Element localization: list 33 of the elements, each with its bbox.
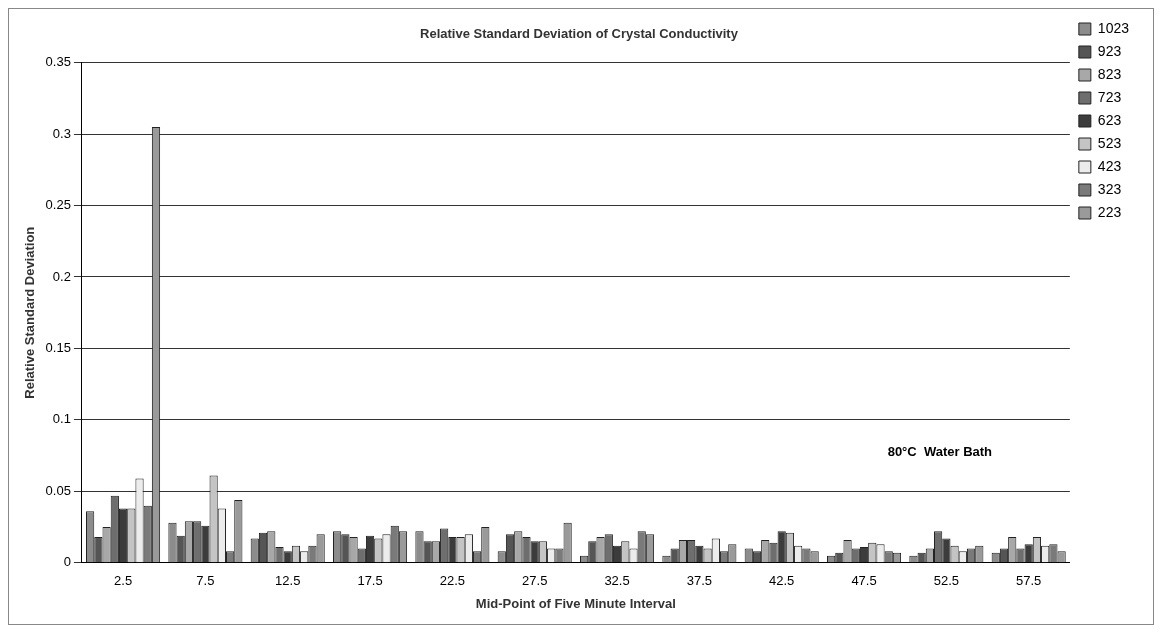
x-tick-label: 22.5 (439, 573, 466, 589)
x-tick-label: 47.5 (851, 573, 877, 589)
legend-label: 1023 (1097, 19, 1130, 36)
x-tick-label: 12.5 (275, 573, 301, 589)
x-axis-title: Mid-Point of Five Minute Interval (475, 595, 676, 611)
x-tick-label: 2.5 (114, 573, 133, 589)
x-tick-label: 7.5 (196, 573, 215, 589)
y-tick-label: 0 (63, 554, 71, 570)
legend-label: 323 (1097, 180, 1122, 197)
x-tick-label: 57.5 (1016, 573, 1042, 589)
x-tick-label: 42.5 (769, 573, 795, 589)
x-tick-label: 52.5 (933, 573, 960, 589)
x-tick-label: 27.5 (522, 573, 548, 589)
legend-label: 723 (1097, 88, 1122, 105)
y-tick-label: 0.3 (52, 125, 71, 141)
x-tick-label: 32.5 (604, 573, 630, 589)
legend-label: 823 (1097, 65, 1122, 82)
annotation: 80°C Water Bath (887, 443, 993, 459)
legend-label: 623 (1097, 111, 1122, 128)
legend-label: 923 (1097, 42, 1122, 59)
legend-label: 223 (1097, 203, 1122, 220)
y-tick-label: 0.25 (45, 197, 71, 213)
y-tick-label: 0.35 (45, 54, 71, 70)
y-tick-label: 0.2 (52, 268, 71, 284)
y-tick-label: 0.1 (52, 411, 71, 427)
legend-label: 423 (1097, 157, 1122, 174)
x-tick-label: 17.5 (357, 573, 383, 589)
y-axis-title: Relative Standard Deviation (22, 226, 38, 399)
legend-label: 523 (1097, 134, 1122, 151)
x-tick-label: 37.5 (686, 573, 713, 589)
y-tick-label: 0.05 (45, 482, 71, 498)
chart-title: Relative Standard Deviation of Crystal Conductivity (420, 26, 739, 42)
y-tick-label: 0.15 (45, 340, 71, 356)
